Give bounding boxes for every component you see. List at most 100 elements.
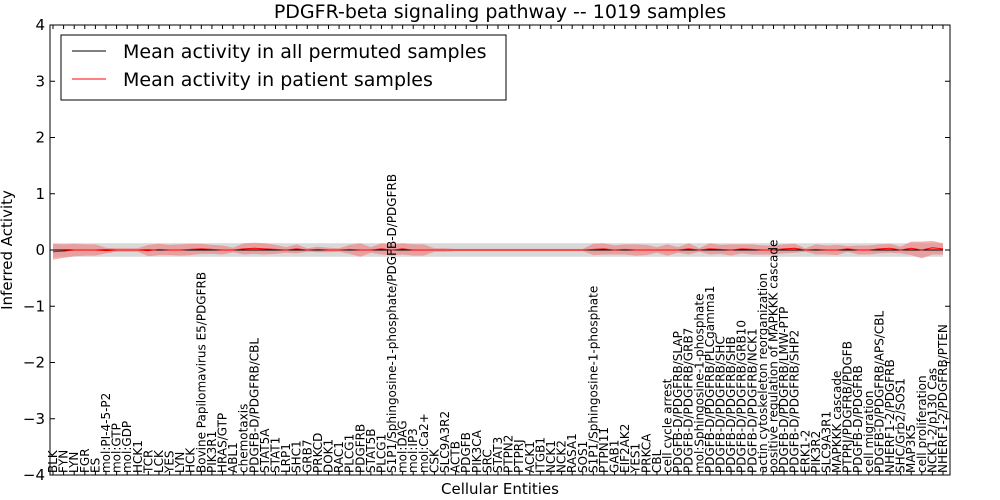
x-tick-label: S1P1/Sphingosine-1-phosphate/PDGFB-D/PDG…	[385, 174, 399, 473]
x-tick-label: CSK	[427, 448, 441, 473]
x-tick-label: SLC9A3R2	[438, 411, 452, 473]
plot-frame	[49, 24, 951, 476]
x-tick-label: PLCG1	[374, 434, 388, 473]
x-tick-label: chemotaxis	[237, 404, 251, 473]
x-tick-label: NHERF1-2/PDGFRB/PTEN	[936, 324, 950, 473]
x-tick-label: PTPN11	[597, 427, 611, 473]
x-tick-label: STAT1	[269, 437, 283, 473]
x-tick-label: PDGFB-D/PDGFRB/SHC	[714, 336, 728, 473]
x-tick-label: NHERF1-2/PDGFRB	[883, 359, 897, 473]
x-tick-label: PRKCD	[311, 433, 325, 473]
x-tick-label: PDGFB-D/PDGFRB/PLCgamma1	[703, 286, 717, 473]
x-tick-label: ERK1-2	[798, 430, 812, 473]
x-tick-label: PIK3R2	[809, 431, 823, 473]
chart-title: PDGFR-beta signaling pathway -- 1019 sam…	[274, 1, 726, 23]
x-tick-label: PIK3R1	[205, 431, 219, 473]
x-tick-label: ABL1	[226, 442, 240, 473]
x-tick-label: PRKCA	[639, 433, 653, 473]
y-tick-label: 2	[35, 129, 45, 147]
y-axis-label: Inferred Activity	[0, 190, 16, 310]
x-tick-label: CBL	[650, 449, 664, 473]
x-tick-label: mol:Ca2+	[417, 413, 431, 473]
x-tick-label: PDGFB	[459, 432, 473, 473]
x-tick-label: LRP1	[279, 443, 293, 473]
x-tick-label: PTPRJ/PDGFRB/PDGFB	[841, 341, 855, 473]
y-tick-label: 1	[35, 185, 45, 203]
x-tick-label: EIF2AK2	[618, 424, 632, 473]
x-tick-label: PDGFB-D/PDGFRB/SLAP	[671, 331, 685, 473]
x-tick-label: RASA1	[565, 433, 579, 473]
x-tick-label: SHC/Grb2/SOS1	[894, 378, 908, 473]
y-tick-label: −4	[23, 466, 45, 484]
x-tick-label: mol:GTP	[110, 423, 124, 473]
x-tick-label: PTPRJ	[512, 439, 526, 473]
x-tick-label: PDGFB-D/PDGFRB	[851, 365, 865, 473]
x-tick-label: STAT5A	[258, 428, 272, 473]
x-tick-label: PTPN2	[502, 435, 516, 473]
x-tick-label: RAC1	[332, 441, 346, 473]
y-tick-label: 4	[35, 16, 45, 34]
x-tick-label: MAPKKK cascade	[830, 371, 844, 473]
x-tick-label: NCK1	[544, 440, 558, 473]
y-tick-label: −2	[23, 354, 45, 372]
x-tick-label: ES	[88, 458, 102, 473]
x-tick-label: LYN	[67, 452, 81, 473]
y-tick-label: −3	[23, 410, 45, 428]
x-tick-label: PDGFB-D/PDGFRB/GRB7	[682, 328, 696, 473]
y-tick-label: 3	[35, 72, 45, 90]
x-tick-label: PLCG1	[343, 434, 357, 473]
legend-box	[60, 34, 507, 101]
x-tick-label: ACK1	[523, 441, 537, 473]
x-tick-label: cell cycle arrest	[661, 378, 675, 473]
x-tick-label: NCK1-2/p130 Cas	[925, 368, 939, 473]
x-tick-label: S1P1/Sphingosine-1-phosphate	[586, 286, 600, 473]
x-tick-label: ITGB1	[533, 437, 547, 473]
x-tick-label: PDGFB-D/PDGFRB/APS/CBL	[872, 310, 886, 473]
x-tick-label: MAP3K5	[904, 424, 918, 473]
x-tick-label: actin cytoskeleton reorganization	[756, 273, 770, 473]
x-tick-label: positive regulation of MAPKKK cascade	[766, 240, 780, 473]
x-tick-label: PDGFRB	[353, 424, 367, 473]
x-tick-label: mol:Sphingosine-1-phosphate	[692, 294, 706, 474]
x-tick-label: YES	[163, 450, 177, 474]
x-tick-label: PDGFB-D/PDGFRB/SHP2	[788, 330, 802, 473]
x-tick-label: NCK2	[555, 440, 569, 473]
patient-mean-line	[52, 247, 944, 253]
x-tick-label: SLC9A3R1	[819, 411, 833, 473]
x-axis-label: Cellular Entities	[441, 480, 559, 498]
x-tick-label: PIK3CA	[470, 429, 484, 473]
x-tick-label: FYN	[57, 450, 71, 473]
x-tick-label: DOK1	[321, 439, 335, 473]
x-tick-label: mol:GDP	[120, 421, 134, 473]
x-tick-label: YES1	[629, 443, 643, 474]
x-tick-label: ACTB	[449, 441, 463, 473]
x-tick-label: SRC	[480, 449, 494, 473]
x-tick-label: PDGFB-D/PDGFRB/LMW-PTP	[777, 307, 791, 473]
legend-label-permuted: Mean activity in all permuted samples	[123, 41, 486, 63]
x-tick-label: LYN	[173, 452, 187, 473]
x-tick-label: STAT5B	[364, 429, 378, 474]
x-tick-label: mol:PI-4-5-P2	[99, 393, 113, 473]
legend: Mean activity in all permuted samples Me…	[60, 34, 507, 101]
x-tick-label: GAB1	[608, 440, 622, 473]
x-tick-label: mol:IP3	[406, 428, 420, 473]
x-tick-label: SOS1	[576, 441, 590, 473]
x-tick-label: LCK	[152, 449, 166, 473]
x-tick-label: SHC1	[290, 440, 304, 473]
y-tick-label: 0	[35, 241, 45, 259]
x-tick-label: STAT3	[491, 437, 505, 473]
x-tick-label: HCK	[184, 447, 198, 473]
legend-label-patient: Mean activity in patient samples	[123, 69, 433, 91]
x-tick-label: Bovine Papilomavirus E5/PDGFRB	[194, 272, 208, 473]
y-tick-label: −1	[23, 297, 45, 315]
x-tick-label: TCR	[141, 450, 155, 474]
x-tick-label: HRAS/GTP	[216, 413, 230, 473]
x-tick-label: PDGFB-D/PDGFRB/SHB	[724, 336, 738, 473]
x-tick-label: FGR	[78, 448, 92, 473]
x-tick-label: PDGFB-D/PDGFRB/CBL	[247, 338, 261, 473]
x-tick-label: mol:DAG	[396, 420, 410, 473]
x-tick-label: PDGFB-D/PDGFRB/NCK1	[745, 328, 759, 473]
x-tick-label: GRB7	[300, 439, 314, 473]
x-tick-label: PDGFB-D/PDGFRB/GRB10	[735, 320, 749, 473]
